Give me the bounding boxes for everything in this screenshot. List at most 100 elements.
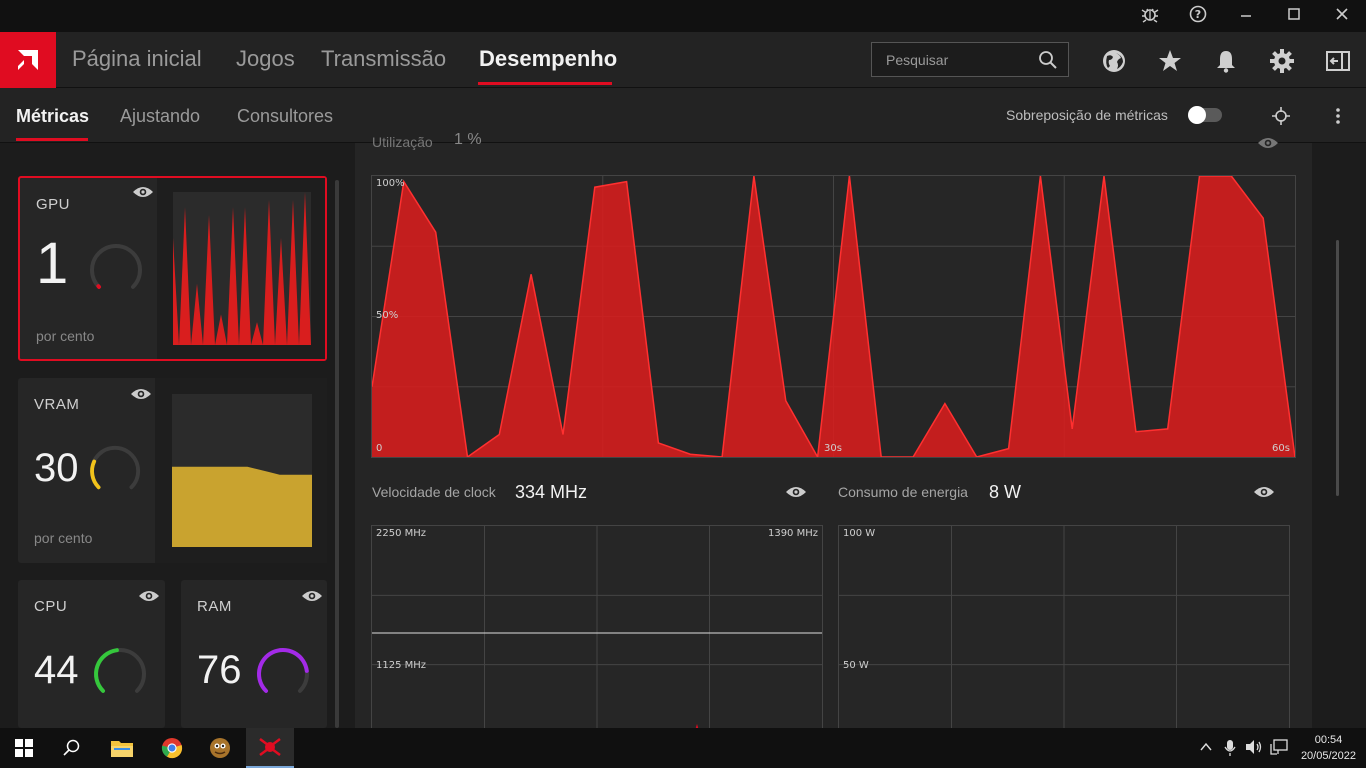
microphone-icon[interactable] xyxy=(1224,739,1236,762)
tab-metrics[interactable]: Métricas xyxy=(16,106,90,126)
clock-axis-top: 2250 MHz xyxy=(376,528,427,539)
search-icon[interactable] xyxy=(1038,50,1058,75)
crosshair-icon[interactable] xyxy=(1271,106,1291,131)
nav-home[interactable]: Página inicial xyxy=(72,46,202,71)
sub-navigation: Métricas Ajustando Consultores Sobreposi… xyxy=(0,88,1366,143)
gpu-title: GPU xyxy=(36,196,71,213)
tab-tuning[interactable]: Ajustando xyxy=(120,106,201,126)
amd-logo-icon[interactable] xyxy=(0,32,56,88)
gpu-unit: por cento xyxy=(36,328,95,344)
gpu-mini-chart xyxy=(173,192,311,345)
radeon-software-window: ? Página inicial Jogos Transmissão Desem… xyxy=(0,0,1366,728)
utilization-chart-svg xyxy=(371,175,1296,460)
ram-title: RAM xyxy=(197,598,232,615)
metrics-cards-panel: GPU 1 por cento VRAM 30 por cento xyxy=(0,143,345,728)
utilization-chart: 100% 50% 0 30s 60s xyxy=(371,175,1296,460)
file-explorer-icon[interactable] xyxy=(98,728,146,768)
clock-axis-mid: 1125 MHz xyxy=(376,660,427,671)
search-box[interactable] xyxy=(871,42,1069,77)
nav-games[interactable]: Jogos xyxy=(236,46,295,71)
clock-tray[interactable]: 00:54 20/05/2022 xyxy=(1301,732,1356,764)
cpu-title: CPU xyxy=(34,598,68,615)
tab-active-indicator xyxy=(16,138,88,141)
power-value: 8 W xyxy=(989,482,1022,502)
clock-axis-ref: 1390 MHz xyxy=(767,528,818,539)
clock-value: 334 MHz xyxy=(515,482,588,502)
chrome-icon[interactable] xyxy=(148,728,196,768)
help-icon[interactable]: ? xyxy=(1186,4,1210,28)
tray-date: 20/05/2022 xyxy=(1300,750,1356,762)
eye-icon[interactable] xyxy=(138,589,160,603)
main-panel-scrollbar[interactable] xyxy=(1336,240,1339,496)
eye-icon[interactable] xyxy=(132,185,154,199)
gpu-mini-area xyxy=(173,192,311,345)
gpu-value: 1 xyxy=(36,231,69,296)
clock-chart: 2250 MHz 1125 MHz 1390 MHz xyxy=(371,525,823,728)
power-axis-mid: 50 W xyxy=(843,660,869,671)
search-icon[interactable] xyxy=(48,728,96,768)
clock-spike-marker xyxy=(695,724,699,728)
gear-icon[interactable] xyxy=(1269,48,1295,74)
cpu-value: 44 xyxy=(34,648,79,692)
clock-label: Velocidade de clock xyxy=(372,484,496,500)
toggle-knob xyxy=(1188,106,1206,124)
gpu-card[interactable]: GPU 1 por cento xyxy=(18,176,327,361)
vram-unit: por cento xyxy=(34,530,93,546)
more-options-icon[interactable] xyxy=(1331,106,1345,131)
gpu-mini-chart-area xyxy=(157,178,325,359)
util-axis-zero: 0 xyxy=(376,443,383,454)
bug-report-icon[interactable] xyxy=(1138,4,1162,28)
vram-mini-chart xyxy=(172,394,312,547)
gpu-gauge xyxy=(90,243,142,289)
eye-icon[interactable] xyxy=(301,589,323,603)
eye-icon[interactable] xyxy=(785,485,807,499)
left-panel-scrollbar[interactable] xyxy=(335,180,339,728)
vram-mini-chart-area xyxy=(155,378,327,563)
tray-chevron-icon[interactable] xyxy=(1200,740,1212,758)
sidebar-toggle-icon[interactable] xyxy=(1325,48,1351,74)
ram-card[interactable]: RAM 76 xyxy=(181,580,327,728)
windows-start-icon[interactable] xyxy=(0,728,48,768)
power-label: Consumo de energia xyxy=(838,484,968,500)
vram-value: 30 xyxy=(34,446,79,490)
ram-value: 76 xyxy=(197,648,242,692)
utilization-label: Utilização xyxy=(372,134,433,150)
vram-card[interactable]: VRAM 30 por cento xyxy=(18,378,327,563)
tab-advisors[interactable]: Consultores xyxy=(237,106,334,126)
maximize-icon[interactable] xyxy=(1282,4,1306,28)
ram-gauge xyxy=(257,647,309,693)
amd-radeon-taskbar-icon[interactable] xyxy=(246,728,294,768)
power-chart-svg xyxy=(839,526,1289,728)
speaker-icon[interactable] xyxy=(1245,739,1263,760)
top-navigation: Página inicial Jogos Transmissão Desempe… xyxy=(0,32,1366,88)
util-axis-mid: 50% xyxy=(376,310,399,321)
clock-chart-svg xyxy=(372,526,822,728)
utilization-value: 1 % xyxy=(454,131,482,148)
nav-performance[interactable]: Desempenho xyxy=(479,46,618,71)
eye-icon[interactable] xyxy=(130,387,152,401)
close-icon[interactable] xyxy=(1330,4,1354,28)
util-axis-30s: 30s xyxy=(824,443,842,454)
globe-icon[interactable] xyxy=(1101,48,1127,74)
util-axis-top: 100% xyxy=(376,178,405,189)
tray-time: 00:54 xyxy=(1314,734,1343,746)
bell-icon[interactable] xyxy=(1213,48,1239,74)
eye-icon[interactable] xyxy=(1257,136,1279,150)
nav-streaming[interactable]: Transmissão xyxy=(321,46,447,71)
power-axis-top: 100 W xyxy=(843,528,876,539)
title-bar: ? xyxy=(0,0,1366,32)
eye-icon[interactable] xyxy=(1253,485,1275,499)
nav-active-indicator xyxy=(478,82,612,85)
network-icon[interactable] xyxy=(1270,739,1288,760)
windows-taskbar: 00:54 20/05/2022 xyxy=(0,728,1366,768)
vram-gauge xyxy=(89,445,141,490)
game-app-icon[interactable] xyxy=(196,728,244,768)
search-input[interactable] xyxy=(872,43,1032,76)
cpu-card[interactable]: CPU 44 xyxy=(18,580,165,728)
vram-title: VRAM xyxy=(34,396,80,413)
minimize-icon[interactable] xyxy=(1234,4,1258,28)
gpu-detail-panel: Utilização 1 % 100% 50% 0 30s 60s Veloci… xyxy=(355,131,1312,728)
star-icon[interactable] xyxy=(1157,48,1183,74)
metrics-overlay-toggle[interactable] xyxy=(1188,106,1222,124)
power-chart: 100 W 50 W xyxy=(838,525,1290,728)
